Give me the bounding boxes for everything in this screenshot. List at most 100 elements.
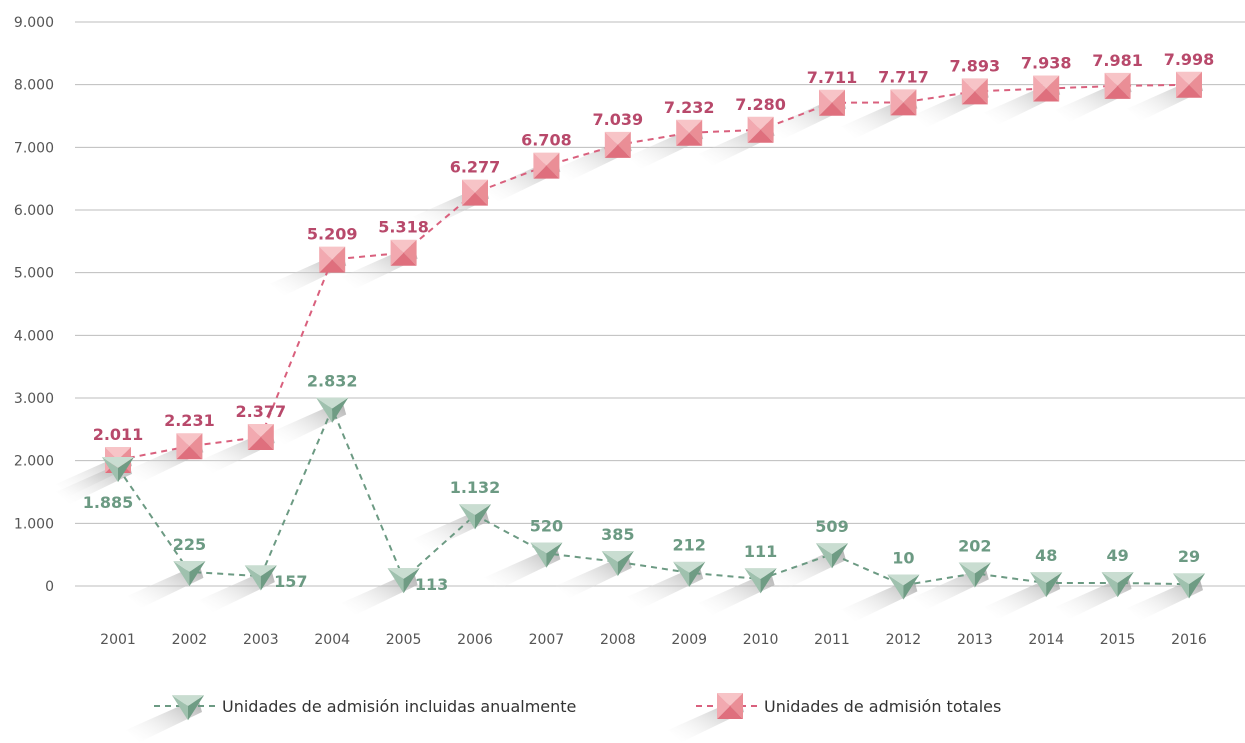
legend-label: Unidades de admisión totales bbox=[764, 697, 1001, 716]
y-tick-label: 4.000 bbox=[14, 328, 54, 344]
legend: Unidades de admisión incluidas anualment… bbox=[126, 693, 1001, 742]
data-label: 6.708 bbox=[521, 131, 572, 150]
data-label: 7.039 bbox=[592, 110, 643, 129]
y-tick-label: 7.000 bbox=[14, 140, 54, 156]
data-label: 157 bbox=[274, 572, 307, 591]
data-label: 5.318 bbox=[378, 218, 429, 237]
x-tick-label: 2012 bbox=[886, 632, 922, 648]
data-label: 5.209 bbox=[307, 225, 358, 244]
x-tick-label: 2016 bbox=[1171, 632, 1207, 648]
triangle-marker bbox=[530, 542, 563, 568]
y-tick-label: 5.000 bbox=[14, 266, 54, 282]
data-label: 520 bbox=[530, 516, 563, 535]
data-label: 48 bbox=[1035, 546, 1057, 565]
data-label: 385 bbox=[601, 525, 634, 544]
data-label: 225 bbox=[173, 535, 206, 554]
x-tick-label: 2008 bbox=[600, 632, 636, 648]
triangle-marker bbox=[815, 543, 849, 569]
data-label: 2.832 bbox=[307, 372, 358, 391]
y-axis: 0 1.000 2.000 3.000 4.000 5.000 6.000 7.000 8.00… bbox=[14, 15, 54, 595]
square-marker bbox=[533, 152, 560, 179]
y-tick-label: 6.000 bbox=[14, 203, 54, 219]
data-label: 1.885 bbox=[83, 493, 134, 512]
triangle-marker bbox=[673, 561, 706, 588]
x-tick-label: 2001 bbox=[100, 632, 136, 648]
y-tick-label: 9.000 bbox=[14, 15, 54, 31]
x-tick-label: 2014 bbox=[1028, 632, 1064, 648]
totales-points: 2.011 2.231 2.377 5.209 5.318 6.277 6.708 7.039… bbox=[93, 50, 1215, 473]
triangle-marker bbox=[958, 562, 991, 588]
x-tick-label: 2015 bbox=[1100, 632, 1136, 648]
data-label: 7.280 bbox=[735, 95, 786, 114]
square-marker bbox=[247, 424, 274, 451]
triangle-marker bbox=[1030, 572, 1063, 598]
data-label: 6.277 bbox=[450, 158, 501, 177]
triangle-marker bbox=[887, 574, 920, 600]
series-line bbox=[117, 83, 1190, 461]
anuales-points: 1.885 225 157 2.832 113 1.132 520 385 212 111 509 1… bbox=[83, 372, 1206, 600]
x-tick-label: 2010 bbox=[743, 632, 779, 648]
data-label: 49 bbox=[1106, 546, 1128, 565]
square-marker bbox=[1176, 71, 1202, 98]
square-marker bbox=[1033, 75, 1060, 102]
triangle-marker bbox=[171, 695, 205, 721]
triangle-marker bbox=[744, 568, 777, 594]
triangle-marker bbox=[387, 567, 420, 594]
data-label: 202 bbox=[958, 536, 991, 555]
data-label: 113 bbox=[415, 575, 448, 594]
triangle-marker bbox=[1172, 573, 1206, 599]
square-marker bbox=[890, 89, 917, 116]
y-tick-label: 0 bbox=[45, 579, 54, 595]
square-marker bbox=[1104, 72, 1131, 99]
x-tick-label: 2002 bbox=[172, 632, 208, 648]
data-label: 7.998 bbox=[1164, 50, 1215, 69]
data-label: 212 bbox=[672, 536, 705, 555]
data-label: 7.938 bbox=[1021, 54, 1072, 73]
square-marker bbox=[319, 246, 346, 273]
square-marker bbox=[961, 78, 988, 105]
series-line bbox=[117, 405, 1190, 587]
data-label: 2.377 bbox=[235, 402, 286, 421]
triangle-marker bbox=[316, 397, 349, 423]
triangle-marker bbox=[101, 456, 135, 483]
x-tick-label: 2013 bbox=[957, 632, 993, 648]
x-tick-label: 2011 bbox=[814, 632, 850, 648]
x-tick-label: 2005 bbox=[386, 632, 422, 648]
triangle-marker bbox=[244, 565, 277, 591]
data-label: 509 bbox=[815, 517, 848, 536]
y-tick-label: 3.000 bbox=[14, 391, 54, 407]
y-tick-label: 1.000 bbox=[14, 516, 54, 532]
triangle-marker bbox=[173, 560, 206, 587]
data-label: 1.132 bbox=[450, 478, 501, 497]
legend-entry: Unidades de admisión totales bbox=[668, 693, 1001, 742]
square-marker bbox=[717, 693, 743, 719]
data-label: 2.011 bbox=[93, 425, 144, 444]
data-label: 2.231 bbox=[164, 411, 215, 430]
series-group: 2.011 2.231 2.377 5.209 5.318 6.277 6.708 7.039… bbox=[56, 50, 1214, 622]
square-marker bbox=[462, 179, 488, 206]
x-tick-label: 2007 bbox=[529, 632, 565, 648]
triangle-marker bbox=[1101, 572, 1134, 598]
data-label: 29 bbox=[1178, 547, 1200, 566]
data-label: 7.232 bbox=[664, 98, 715, 117]
x-tick-label: 2009 bbox=[671, 632, 707, 648]
data-label: 111 bbox=[744, 542, 777, 561]
legend-label: Unidades de admisión incluidas anualment… bbox=[222, 697, 576, 716]
data-label: 7.717 bbox=[878, 67, 929, 86]
data-label: 7.711 bbox=[807, 68, 858, 87]
data-label: 10 bbox=[892, 548, 914, 567]
legend-entry: Unidades de admisión incluidas anualment… bbox=[126, 695, 576, 742]
data-label: 7.893 bbox=[949, 56, 1000, 75]
triangle-marker bbox=[458, 504, 492, 530]
x-axis: 2001 2002 2003 2004 2005 2006 2007 2008 2009 2010… bbox=[100, 632, 1207, 648]
square-marker bbox=[604, 131, 631, 158]
series-anuales bbox=[56, 400, 1203, 622]
x-tick-label: 2006 bbox=[457, 632, 493, 648]
square-marker bbox=[390, 239, 417, 266]
square-marker bbox=[819, 89, 845, 116]
y-tick-label: 2.000 bbox=[14, 454, 54, 470]
square-marker bbox=[747, 116, 774, 143]
square-marker bbox=[676, 119, 703, 146]
square-marker bbox=[176, 433, 203, 460]
